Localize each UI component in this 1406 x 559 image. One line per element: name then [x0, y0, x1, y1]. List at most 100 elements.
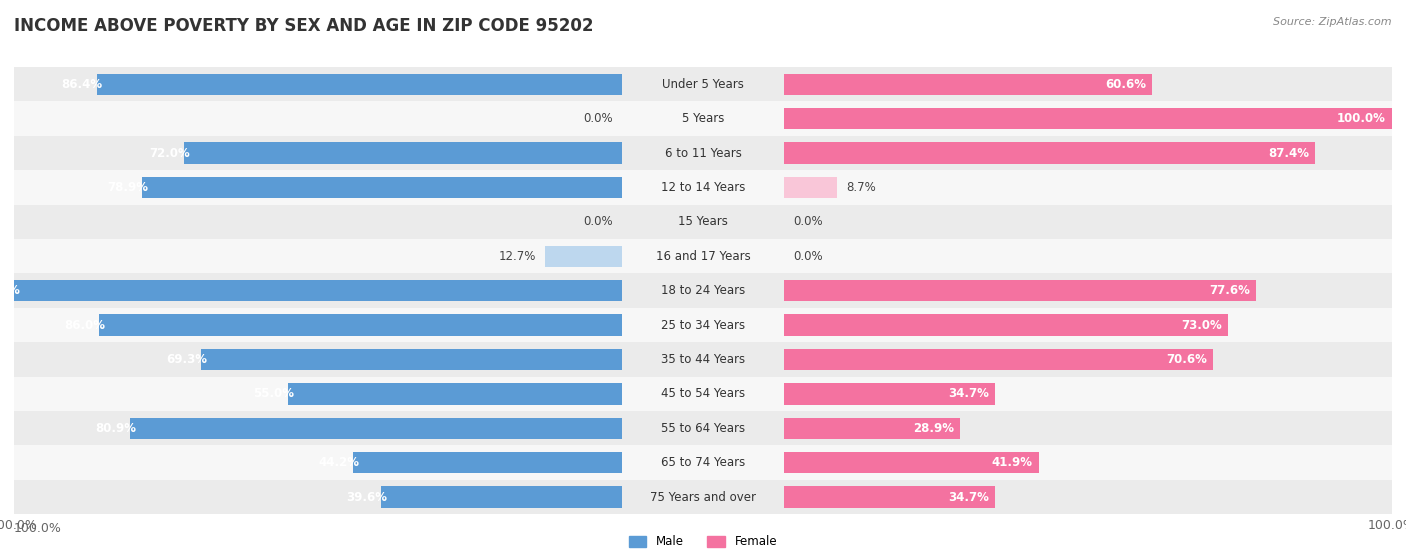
Text: 77.6%: 77.6%: [1209, 284, 1250, 297]
Text: INCOME ABOVE POVERTY BY SEX AND AGE IN ZIP CODE 95202: INCOME ABOVE POVERTY BY SEX AND AGE IN Z…: [14, 17, 593, 35]
Bar: [621, 446, 785, 480]
Bar: [14, 205, 621, 239]
Bar: [544, 245, 621, 267]
Bar: [100, 314, 621, 336]
Bar: [621, 411, 785, 446]
Text: 39.6%: 39.6%: [346, 491, 387, 504]
Text: 72.0%: 72.0%: [149, 146, 190, 159]
Text: 100.0%: 100.0%: [0, 284, 20, 297]
Bar: [288, 383, 621, 405]
Bar: [381, 486, 621, 508]
Text: Under 5 Years: Under 5 Years: [662, 78, 744, 91]
Bar: [785, 418, 960, 439]
Text: 34.7%: 34.7%: [948, 491, 988, 504]
Text: 55 to 64 Years: 55 to 64 Years: [661, 422, 745, 435]
Text: 100.0%: 100.0%: [14, 522, 62, 535]
Bar: [14, 480, 621, 514]
Text: 73.0%: 73.0%: [1181, 319, 1222, 331]
Bar: [785, 308, 1392, 342]
Bar: [785, 170, 1392, 205]
Bar: [353, 452, 621, 473]
Text: 86.4%: 86.4%: [62, 78, 103, 91]
Bar: [14, 411, 621, 446]
Text: 75 Years and over: 75 Years and over: [650, 491, 756, 504]
Text: 80.9%: 80.9%: [96, 422, 136, 435]
Text: 12.7%: 12.7%: [498, 250, 536, 263]
Text: 12 to 14 Years: 12 to 14 Years: [661, 181, 745, 194]
Text: 87.4%: 87.4%: [1268, 146, 1309, 159]
Text: 16 and 17 Years: 16 and 17 Years: [655, 250, 751, 263]
Bar: [785, 143, 1316, 164]
Bar: [201, 349, 621, 370]
Text: 15 Years: 15 Years: [678, 215, 728, 229]
Text: 28.9%: 28.9%: [912, 422, 953, 435]
Bar: [14, 342, 621, 377]
Legend: Male, Female: Male, Female: [624, 530, 782, 553]
Text: 55.0%: 55.0%: [253, 387, 294, 400]
Bar: [621, 170, 785, 205]
Text: 5 Years: 5 Years: [682, 112, 724, 125]
Text: 25 to 34 Years: 25 to 34 Years: [661, 319, 745, 331]
Bar: [621, 67, 785, 102]
Text: 69.3%: 69.3%: [166, 353, 207, 366]
Text: 41.9%: 41.9%: [991, 456, 1032, 469]
Bar: [785, 486, 995, 508]
Bar: [14, 170, 621, 205]
Text: 44.2%: 44.2%: [318, 456, 360, 469]
Text: 0.0%: 0.0%: [793, 215, 823, 229]
Text: Source: ZipAtlas.com: Source: ZipAtlas.com: [1274, 17, 1392, 27]
Bar: [14, 308, 621, 342]
Bar: [785, 377, 1392, 411]
Bar: [785, 273, 1392, 308]
Bar: [621, 342, 785, 377]
Text: 35 to 44 Years: 35 to 44 Years: [661, 353, 745, 366]
Bar: [14, 280, 621, 301]
Bar: [785, 452, 1039, 473]
Bar: [785, 205, 1392, 239]
Text: 0.0%: 0.0%: [583, 215, 613, 229]
Text: 78.9%: 78.9%: [107, 181, 149, 194]
Bar: [14, 273, 621, 308]
Text: 100.0%: 100.0%: [1337, 112, 1386, 125]
Bar: [621, 377, 785, 411]
Bar: [785, 108, 1392, 129]
Bar: [785, 280, 1256, 301]
Bar: [14, 239, 621, 273]
Bar: [785, 102, 1392, 136]
Text: 0.0%: 0.0%: [793, 250, 823, 263]
Text: 65 to 74 Years: 65 to 74 Years: [661, 456, 745, 469]
Bar: [621, 102, 785, 136]
Bar: [785, 446, 1392, 480]
Text: 34.7%: 34.7%: [948, 387, 988, 400]
Text: 60.6%: 60.6%: [1105, 78, 1146, 91]
Bar: [621, 308, 785, 342]
Bar: [131, 418, 621, 439]
Bar: [785, 177, 837, 198]
Bar: [97, 74, 621, 95]
Text: 8.7%: 8.7%: [846, 181, 876, 194]
Text: 86.0%: 86.0%: [65, 319, 105, 331]
Bar: [621, 205, 785, 239]
Bar: [14, 102, 621, 136]
Bar: [14, 136, 621, 170]
Bar: [621, 136, 785, 170]
Bar: [785, 349, 1213, 370]
Bar: [785, 411, 1392, 446]
Bar: [184, 143, 621, 164]
Text: 70.6%: 70.6%: [1166, 353, 1208, 366]
Bar: [785, 67, 1392, 102]
Bar: [785, 480, 1392, 514]
Bar: [621, 239, 785, 273]
Bar: [785, 314, 1227, 336]
Bar: [142, 177, 621, 198]
Text: 18 to 24 Years: 18 to 24 Years: [661, 284, 745, 297]
Bar: [785, 383, 995, 405]
Text: 6 to 11 Years: 6 to 11 Years: [665, 146, 741, 159]
Bar: [785, 239, 1392, 273]
Bar: [14, 67, 621, 102]
Bar: [14, 446, 621, 480]
Bar: [14, 377, 621, 411]
Bar: [621, 480, 785, 514]
Text: 45 to 54 Years: 45 to 54 Years: [661, 387, 745, 400]
Bar: [621, 273, 785, 308]
